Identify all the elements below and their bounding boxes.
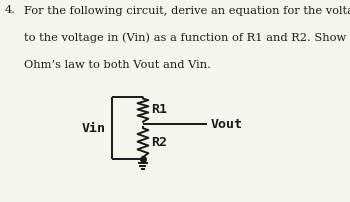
Text: Vout: Vout <box>210 118 242 131</box>
Text: to the voltage in (Vin) as a function of R1 and R2. Show your steps. Hint: apply: to the voltage in (Vin) as a function of… <box>24 32 350 43</box>
Text: 4.: 4. <box>4 5 15 15</box>
Text: Vin: Vin <box>82 122 106 135</box>
Text: Ohm’s law to both Vout and Vin.: Ohm’s law to both Vout and Vin. <box>24 60 211 70</box>
Text: For the following circuit, derive an equation for the voltage out (Vout) compare: For the following circuit, derive an equ… <box>24 5 350 16</box>
Text: R1: R1 <box>151 103 167 116</box>
Text: R2: R2 <box>151 136 167 148</box>
